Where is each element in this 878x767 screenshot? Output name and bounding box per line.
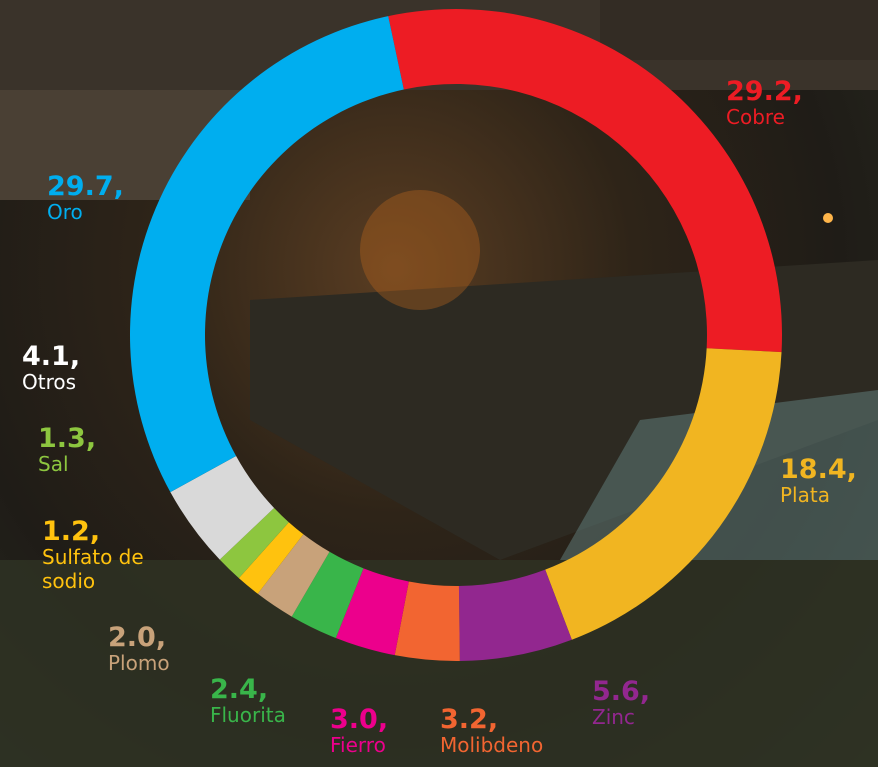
category-label: Sulfato de sodio <box>42 545 144 593</box>
category-label: Zinc <box>592 705 635 729</box>
value-label: 2.4, <box>210 674 269 705</box>
segment-label: 1.3, Sal <box>38 425 168 476</box>
category-label: Cobre <box>726 105 785 129</box>
glow <box>360 190 480 310</box>
segment-label: 3.0, Fierro <box>330 706 460 757</box>
donut-segment <box>394 581 460 661</box>
category-label: Plata <box>780 483 830 507</box>
donut-segment <box>458 569 572 661</box>
light <box>823 213 833 223</box>
segment-label: 4.1, Otros <box>22 343 152 394</box>
segment-label: 2.4, Fluorita <box>210 676 340 727</box>
donut-segment <box>335 568 409 656</box>
value-label: 5.6, <box>592 676 651 707</box>
value-label: 1.2, <box>42 516 101 547</box>
category-label: Plomo <box>108 651 170 675</box>
value-label: 1.3, <box>38 423 97 454</box>
value-label: 3.0, <box>330 704 389 735</box>
segment-label: 18.4, Plata <box>780 456 878 507</box>
value-label: 3.2, <box>440 704 499 735</box>
category-label: Molibdeno <box>440 733 544 757</box>
value-label: 2.0, <box>108 622 167 653</box>
segment-label: 29.2, Cobre <box>726 78 856 129</box>
segment-label: 3.2, Molibdeno <box>440 706 570 757</box>
category-label: Sal <box>38 452 69 476</box>
donut-segment <box>388 9 782 353</box>
donut-segment <box>545 348 782 640</box>
value-label: 4.1, <box>22 341 81 372</box>
category-label: Otros <box>22 370 77 394</box>
segment-label: 29.7, Oro <box>47 173 177 224</box>
segment-label: 2.0, Plomo <box>108 624 238 675</box>
donut-segment <box>238 522 304 594</box>
segment-label: 5.6, Zinc <box>592 678 722 729</box>
category-label: Oro <box>47 200 83 224</box>
ground <box>0 560 878 767</box>
category-label: Fierro <box>330 733 386 757</box>
value-label: 29.2, <box>726 76 803 107</box>
donut-segment <box>219 507 289 579</box>
donut-segment <box>170 455 275 560</box>
building <box>600 0 878 60</box>
category-label: Fluorita <box>210 703 286 727</box>
value-label: 29.7, <box>47 171 124 202</box>
donut-segment <box>257 534 330 617</box>
donut-segment <box>129 16 404 493</box>
donut-segment <box>291 551 364 639</box>
segment-label: 1.2, Sulfato de sodio <box>42 518 172 593</box>
value-label: 18.4, <box>780 454 857 485</box>
